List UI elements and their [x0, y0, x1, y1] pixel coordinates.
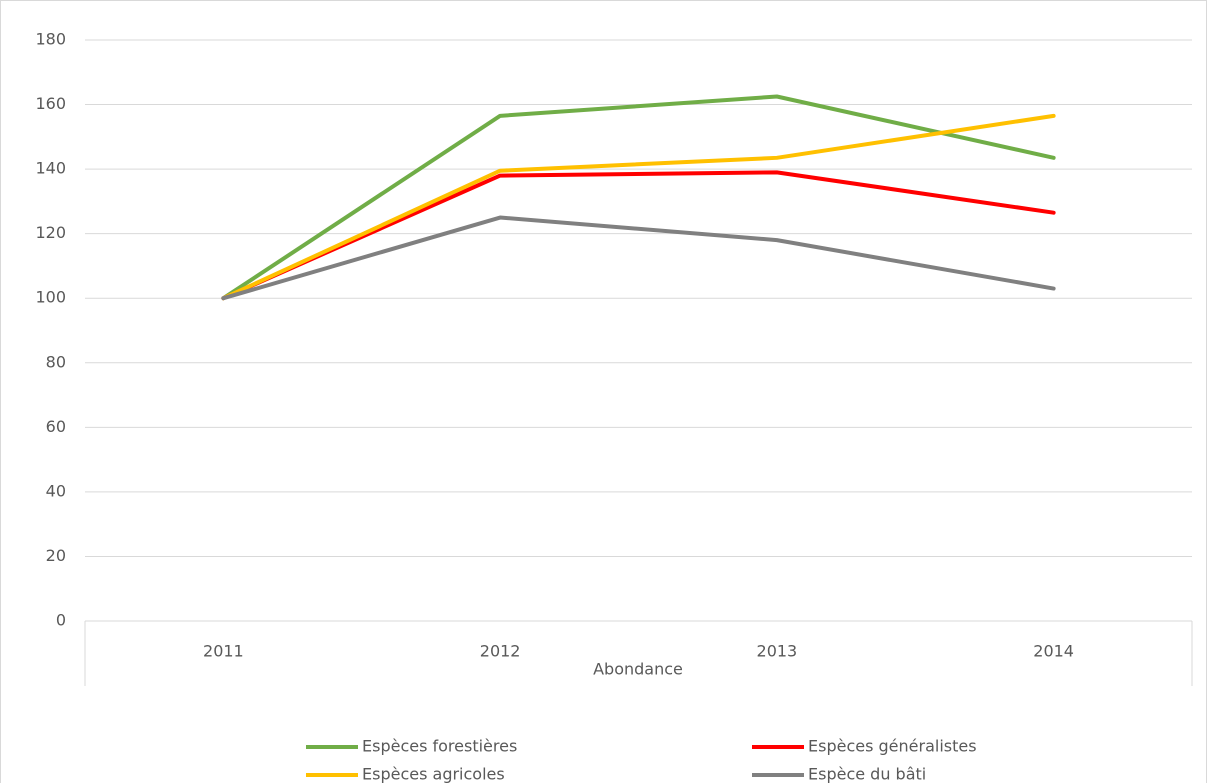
series-line	[221, 113, 1056, 301]
x-tick-label: 2011	[203, 642, 244, 661]
x-tick-label: 2014	[1033, 642, 1074, 661]
y-tick-label: 160	[35, 94, 66, 113]
y-tick-label: 80	[46, 352, 66, 371]
y-tick-label: 140	[35, 159, 66, 178]
x-tick-label: 2013	[757, 642, 798, 661]
y-tick-label: 20	[46, 546, 66, 565]
y-tick-label: 40	[46, 481, 66, 500]
y-tick-label: 60	[46, 417, 66, 436]
y-tick-label: 120	[35, 223, 66, 242]
legend-label: Espèce du bâti	[808, 765, 926, 783]
legend-label: Espèces généralistes	[808, 737, 977, 756]
series-line	[221, 94, 1056, 301]
y-tick-label: 180	[35, 30, 66, 49]
y-tick-label: 0	[56, 611, 66, 630]
series-line	[221, 170, 1056, 301]
x-tick-label: 2012	[480, 642, 521, 661]
series-line	[221, 215, 1056, 301]
x-axis-title: Abondance	[593, 660, 683, 679]
y-tick-label: 100	[35, 288, 66, 307]
legend-label: Espèces forestières	[362, 737, 517, 756]
legend-label: Espèces agricoles	[362, 765, 505, 783]
